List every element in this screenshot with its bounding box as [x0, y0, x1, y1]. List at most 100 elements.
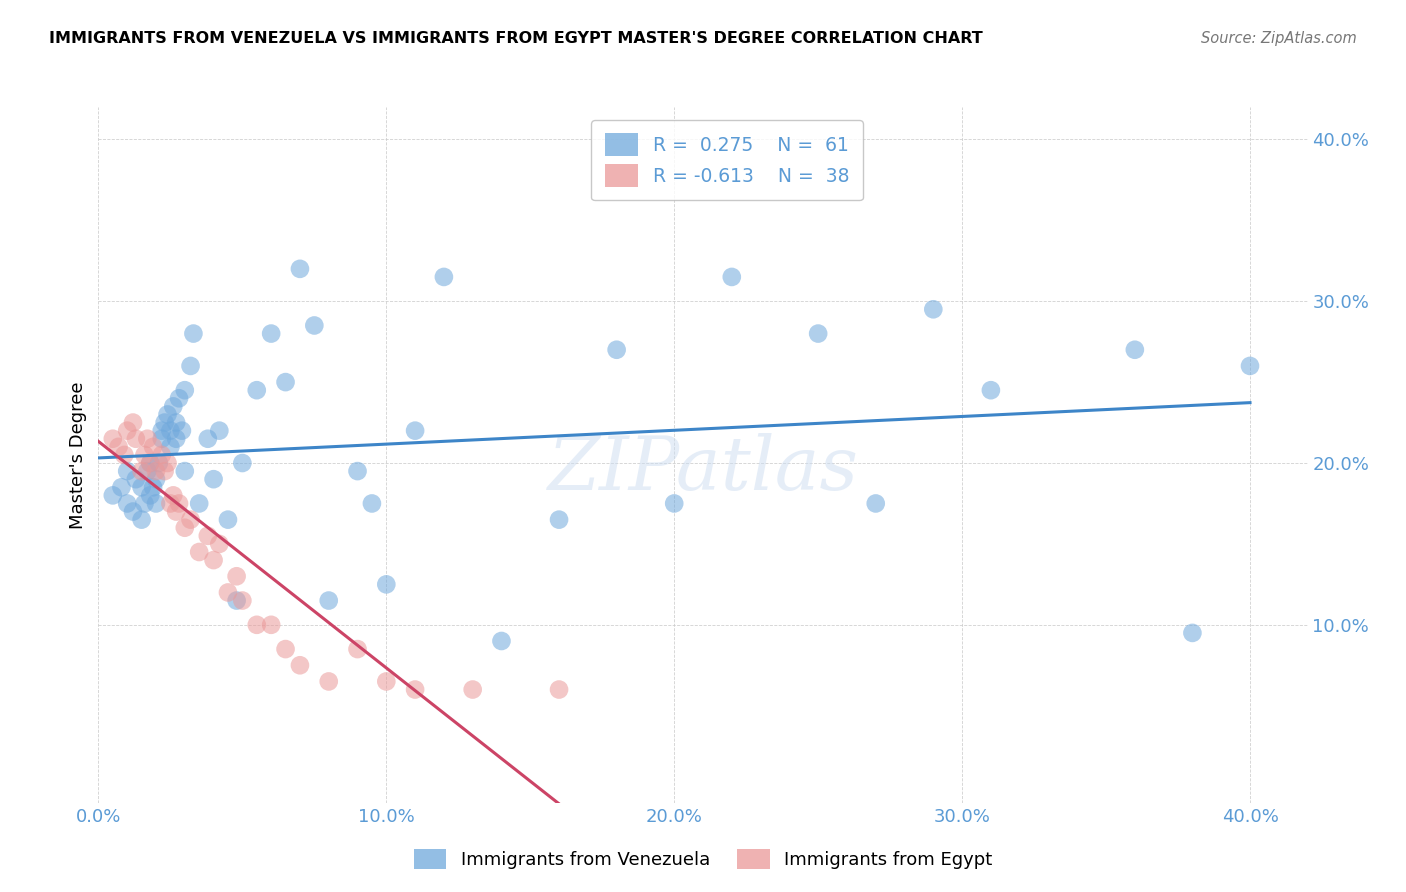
- Point: [664, 496, 686, 510]
- Point: [145, 464, 167, 478]
- Point: [173, 383, 195, 397]
- Point: [217, 513, 239, 527]
- Point: [115, 496, 138, 510]
- Point: [156, 408, 179, 422]
- Point: [165, 504, 187, 518]
- Point: [260, 617, 283, 632]
- Point: [150, 448, 173, 462]
- Text: Source: ZipAtlas.com: Source: ZipAtlas.com: [1201, 31, 1357, 46]
- Point: [134, 496, 156, 510]
- Point: [167, 496, 190, 510]
- Point: [115, 464, 138, 478]
- Point: [188, 545, 211, 559]
- Point: [148, 456, 170, 470]
- Point: [131, 513, 153, 527]
- Point: [246, 383, 269, 397]
- Point: [246, 617, 269, 632]
- Point: [548, 513, 571, 527]
- Point: [107, 440, 129, 454]
- Point: [136, 464, 159, 478]
- Point: [433, 269, 456, 284]
- Point: [197, 529, 219, 543]
- Point: [491, 634, 513, 648]
- Point: [188, 496, 211, 510]
- Point: [346, 464, 368, 478]
- Point: [150, 424, 173, 438]
- Point: [142, 480, 165, 494]
- Point: [807, 326, 830, 341]
- Legend: R =  0.275    N =  61, R = -0.613    N =  38: R = 0.275 N = 61, R = -0.613 N = 38: [592, 120, 863, 201]
- Legend: Immigrants from Venezuela, Immigrants from Egypt: Immigrants from Venezuela, Immigrants fr…: [405, 839, 1001, 879]
- Point: [461, 682, 484, 697]
- Point: [131, 464, 153, 478]
- Point: [101, 488, 124, 502]
- Point: [173, 464, 195, 478]
- Y-axis label: Master's Degree: Master's Degree: [69, 381, 87, 529]
- Point: [165, 416, 187, 430]
- Point: [375, 577, 398, 591]
- Point: [134, 448, 156, 462]
- Point: [145, 496, 167, 510]
- Point: [361, 496, 384, 510]
- Text: IMMIGRANTS FROM VENEZUELA VS IMMIGRANTS FROM EGYPT MASTER'S DEGREE CORRELATION C: IMMIGRANTS FROM VENEZUELA VS IMMIGRANTS …: [49, 31, 983, 46]
- Point: [720, 269, 742, 284]
- Point: [548, 682, 571, 697]
- Point: [288, 658, 311, 673]
- Point: [1123, 343, 1146, 357]
- Point: [225, 593, 247, 607]
- Point: [346, 642, 368, 657]
- Point: [153, 464, 176, 478]
- Point: [162, 400, 184, 414]
- Point: [225, 569, 247, 583]
- Point: [139, 488, 162, 502]
- Point: [375, 674, 398, 689]
- Point: [115, 424, 138, 438]
- Point: [167, 392, 190, 406]
- Point: [183, 326, 205, 341]
- Point: [159, 440, 181, 454]
- Point: [112, 448, 135, 462]
- Point: [139, 456, 162, 470]
- Text: ZIPatlas: ZIPatlas: [547, 433, 859, 505]
- Point: [125, 472, 148, 486]
- Point: [318, 674, 340, 689]
- Point: [180, 513, 202, 527]
- Point: [165, 432, 187, 446]
- Point: [404, 424, 426, 438]
- Point: [110, 480, 132, 494]
- Point: [153, 416, 176, 430]
- Point: [173, 521, 195, 535]
- Point: [139, 456, 162, 470]
- Point: [145, 472, 167, 486]
- Point: [101, 432, 124, 446]
- Point: [202, 472, 225, 486]
- Point: [159, 496, 181, 510]
- Point: [260, 326, 283, 341]
- Point: [404, 682, 426, 697]
- Point: [217, 585, 239, 599]
- Point: [180, 359, 202, 373]
- Point: [1181, 626, 1204, 640]
- Point: [142, 440, 165, 454]
- Point: [131, 480, 153, 494]
- Point: [162, 488, 184, 502]
- Point: [159, 424, 181, 438]
- Point: [231, 593, 253, 607]
- Point: [202, 553, 225, 567]
- Point: [156, 456, 179, 470]
- Point: [150, 432, 173, 446]
- Point: [304, 318, 326, 333]
- Point: [170, 424, 193, 438]
- Point: [208, 424, 231, 438]
- Point: [288, 261, 311, 276]
- Point: [865, 496, 887, 510]
- Point: [274, 375, 297, 389]
- Point: [318, 593, 340, 607]
- Point: [122, 416, 145, 430]
- Point: [231, 456, 253, 470]
- Point: [980, 383, 1002, 397]
- Point: [197, 432, 219, 446]
- Point: [208, 537, 231, 551]
- Point: [1239, 359, 1261, 373]
- Point: [136, 432, 159, 446]
